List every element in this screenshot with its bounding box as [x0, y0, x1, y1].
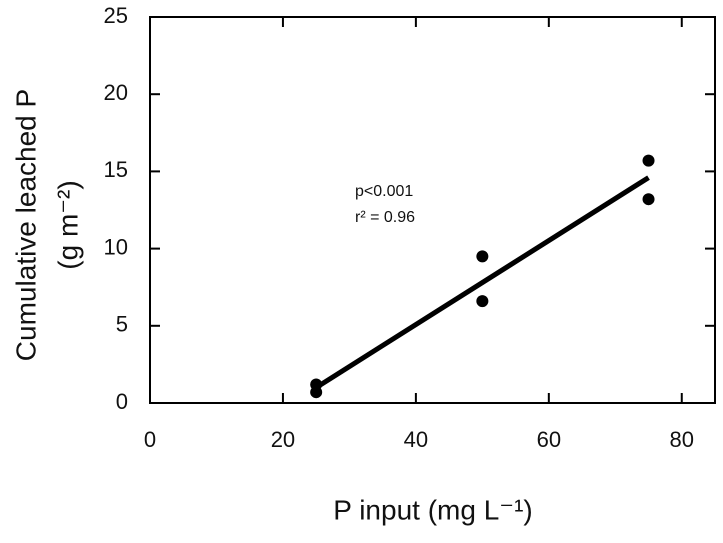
x-tick-label: 60 — [537, 427, 561, 452]
x-tick-label: 80 — [670, 427, 694, 452]
x-tick-label: 20 — [271, 427, 295, 452]
y-tick-label: 10 — [104, 234, 128, 259]
data-point — [310, 386, 323, 399]
annotation: p<0.001 — [355, 183, 413, 200]
data-point — [642, 154, 655, 167]
data-point — [642, 193, 655, 206]
y-tick-label: 5 — [116, 312, 128, 337]
y-tick-label: 15 — [104, 157, 128, 182]
y-tick-label: 0 — [116, 389, 128, 414]
data-point — [476, 295, 489, 308]
x-tick-label: 0 — [144, 427, 156, 452]
x-tick-label: 40 — [404, 427, 428, 452]
data-point — [476, 250, 489, 263]
annotation: r² = 0.96 — [355, 209, 415, 226]
x-axis-label: P input (mg L⁻¹) — [333, 494, 532, 525]
plot-frame — [149, 16, 716, 404]
y-axis-label: (g m⁻²) — [52, 180, 83, 269]
y-axis-label: Cumulative leached P — [10, 89, 41, 361]
fit-line — [314, 175, 650, 390]
y-tick-label: 20 — [104, 80, 128, 105]
y-tick-label: 25 — [104, 3, 128, 28]
